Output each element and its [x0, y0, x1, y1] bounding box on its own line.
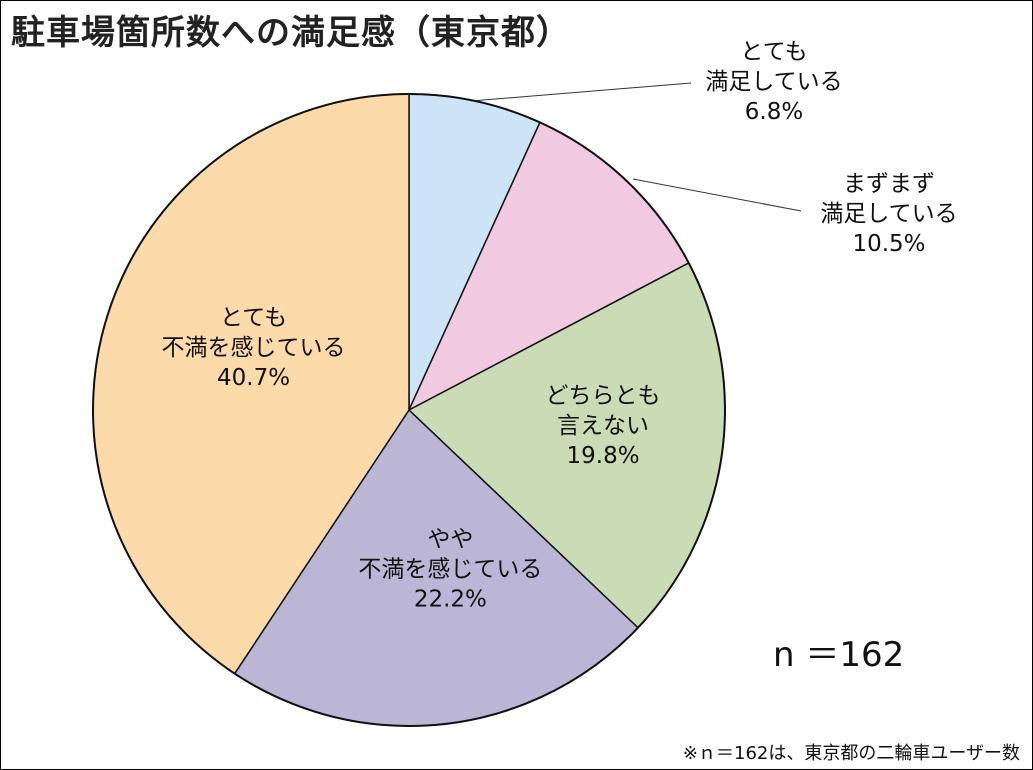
footnote: ※ｎ＝162は、東京都の二輪車ユーザー数 — [682, 743, 1020, 764]
slice-label: まずまず満足している 10.5% — [820, 171, 957, 257]
pie-outline — [92, 93, 726, 727]
slice-label: やや不満を感じている 22.2% — [358, 526, 542, 612]
slice-label: とても不満を感じている 40.7% — [162, 305, 346, 391]
chart-title: 駐車場箇所数への満足感（東京都） — [11, 13, 571, 53]
leader-line — [470, 82, 692, 102]
leader-line — [632, 178, 802, 212]
slice-label: とても満足している 6.8% — [705, 39, 842, 125]
slice-label: どちらとも言えない 19.8% — [546, 383, 661, 469]
sample-size-label: n ＝162 — [773, 635, 905, 675]
